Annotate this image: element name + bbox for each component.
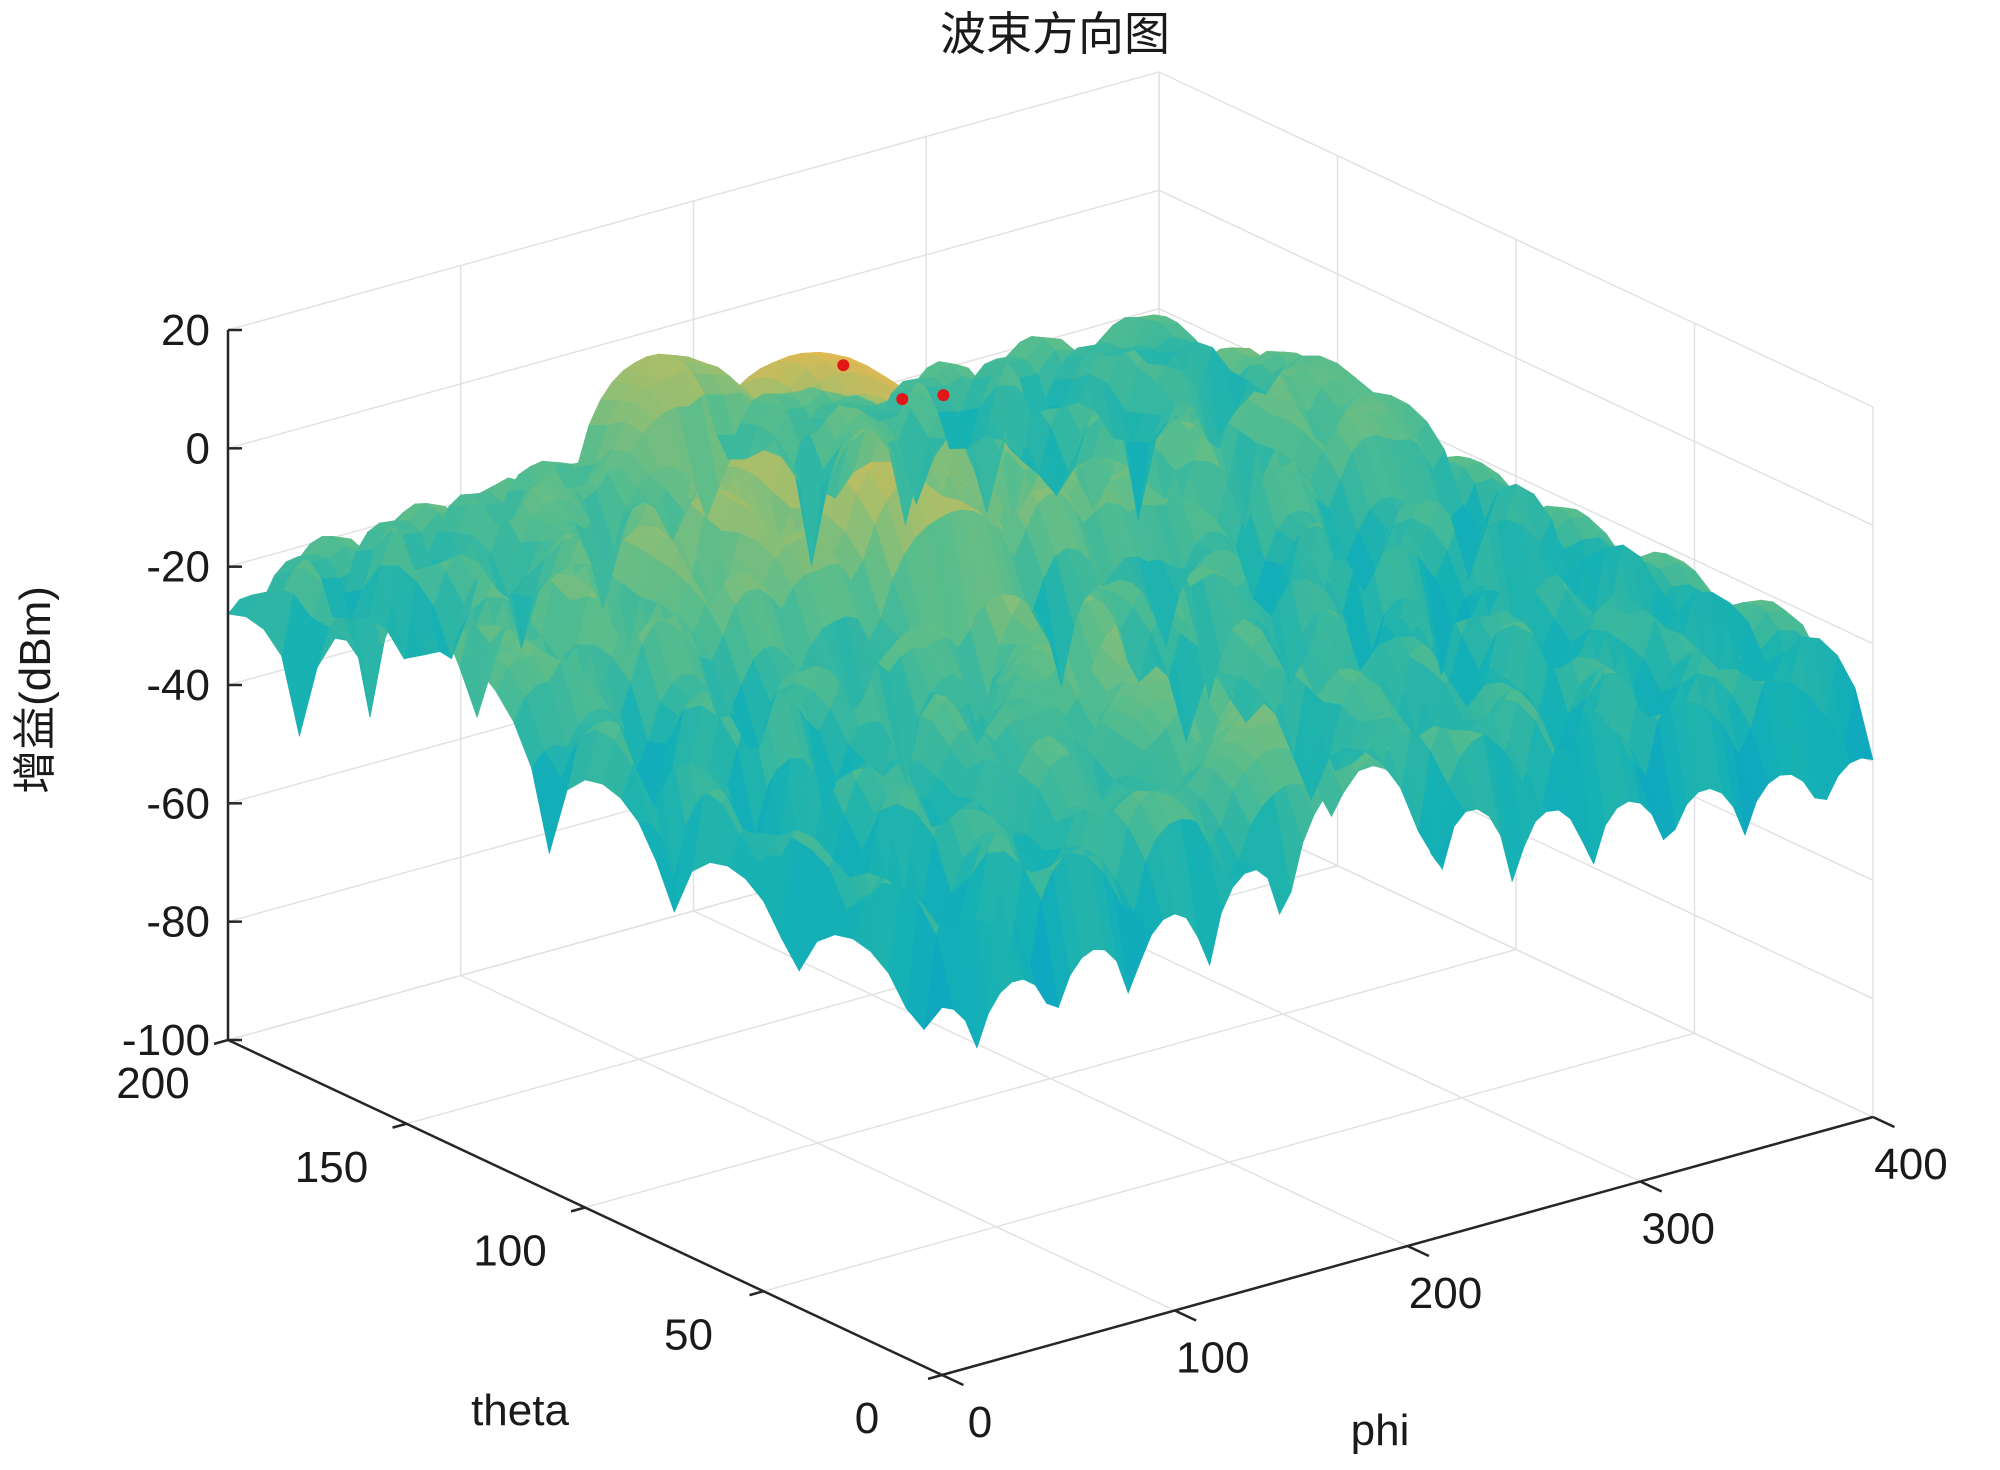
z-tick-label: 0 (186, 424, 210, 473)
peak-markers (837, 359, 950, 406)
y-tick-mark (570, 1206, 586, 1213)
peak-marker (937, 389, 950, 402)
grid-line (227, 189, 1160, 450)
chart-title: 波束方向图 (940, 7, 1170, 61)
z-tick-label: 20 (161, 306, 210, 355)
y-tick-label: 150 (295, 1143, 368, 1192)
x-tick-mark (1406, 1244, 1430, 1258)
x-tick-label: 400 (1874, 1140, 1947, 1189)
x-tick-mark (1872, 1115, 1895, 1129)
x-tick-label: 0 (968, 1398, 992, 1447)
y-tick-mark (749, 1290, 764, 1297)
z-tick-label: -20 (146, 543, 210, 592)
x-tick-mark (941, 1373, 964, 1387)
y-tick-label: 200 (116, 1059, 189, 1108)
x-tick-mark (1639, 1180, 1663, 1193)
axes: 0100200300400050100150200200-20-40-60-80… (116, 306, 1947, 1447)
x-axis-label: phi (1351, 1406, 1410, 1455)
y-axis-label: theta (471, 1386, 569, 1435)
grid-line (584, 948, 1517, 1209)
z-tick-label: -100 (122, 1016, 210, 1065)
surface-facet (227, 598, 259, 618)
grid-line (1158, 189, 1874, 527)
grid-line (763, 1032, 1695, 1292)
z-tick-label: -80 (146, 898, 210, 947)
y-tick-label: 0 (855, 1394, 879, 1443)
z-tick-label: -60 (146, 779, 210, 828)
y-tick-mark (213, 1038, 229, 1046)
y-tick-mark (392, 1122, 407, 1129)
surface-plot (227, 314, 1874, 1049)
z-axis-label: 增益(dBm) (11, 586, 60, 794)
x-tick-label: 100 (1176, 1334, 1249, 1383)
grid-line (1158, 71, 1874, 408)
y-tick-label: 100 (473, 1227, 546, 1276)
x-tick-label: 300 (1642, 1205, 1715, 1254)
z-tick-label: -40 (146, 661, 210, 710)
y-tick-label: 50 (664, 1310, 713, 1359)
x-tick-mark (1174, 1309, 1197, 1322)
peak-marker (896, 393, 909, 406)
peak-marker (837, 359, 850, 372)
y-tick-mark (927, 1373, 943, 1381)
x-tick-label: 200 (1409, 1269, 1482, 1318)
grid-line (227, 71, 1160, 331)
